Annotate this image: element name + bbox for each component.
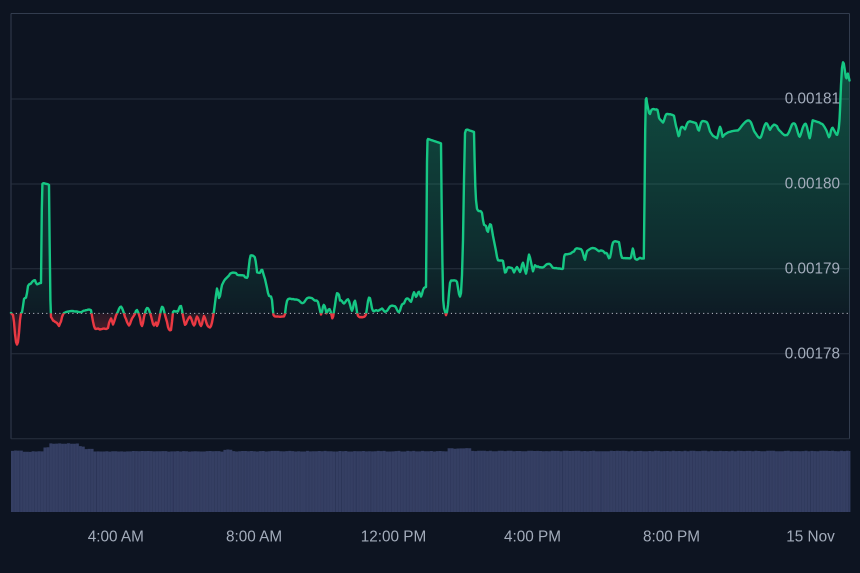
svg-text:12:00 PM: 12:00 PM — [361, 529, 426, 546]
svg-text:0.00178: 0.00178 — [785, 345, 840, 362]
svg-text:8:00 PM: 8:00 PM — [643, 529, 700, 546]
svg-text:0.00180: 0.00180 — [785, 176, 840, 193]
svg-text:15 Nov: 15 Nov — [786, 529, 835, 546]
svg-text:0.00181: 0.00181 — [785, 91, 840, 108]
svg-text:8:00 AM: 8:00 AM — [226, 529, 282, 546]
svg-text:4:00 AM: 4:00 AM — [88, 529, 144, 546]
svg-text:0.00179: 0.00179 — [785, 260, 840, 277]
svg-text:4:00 PM: 4:00 PM — [504, 529, 561, 546]
